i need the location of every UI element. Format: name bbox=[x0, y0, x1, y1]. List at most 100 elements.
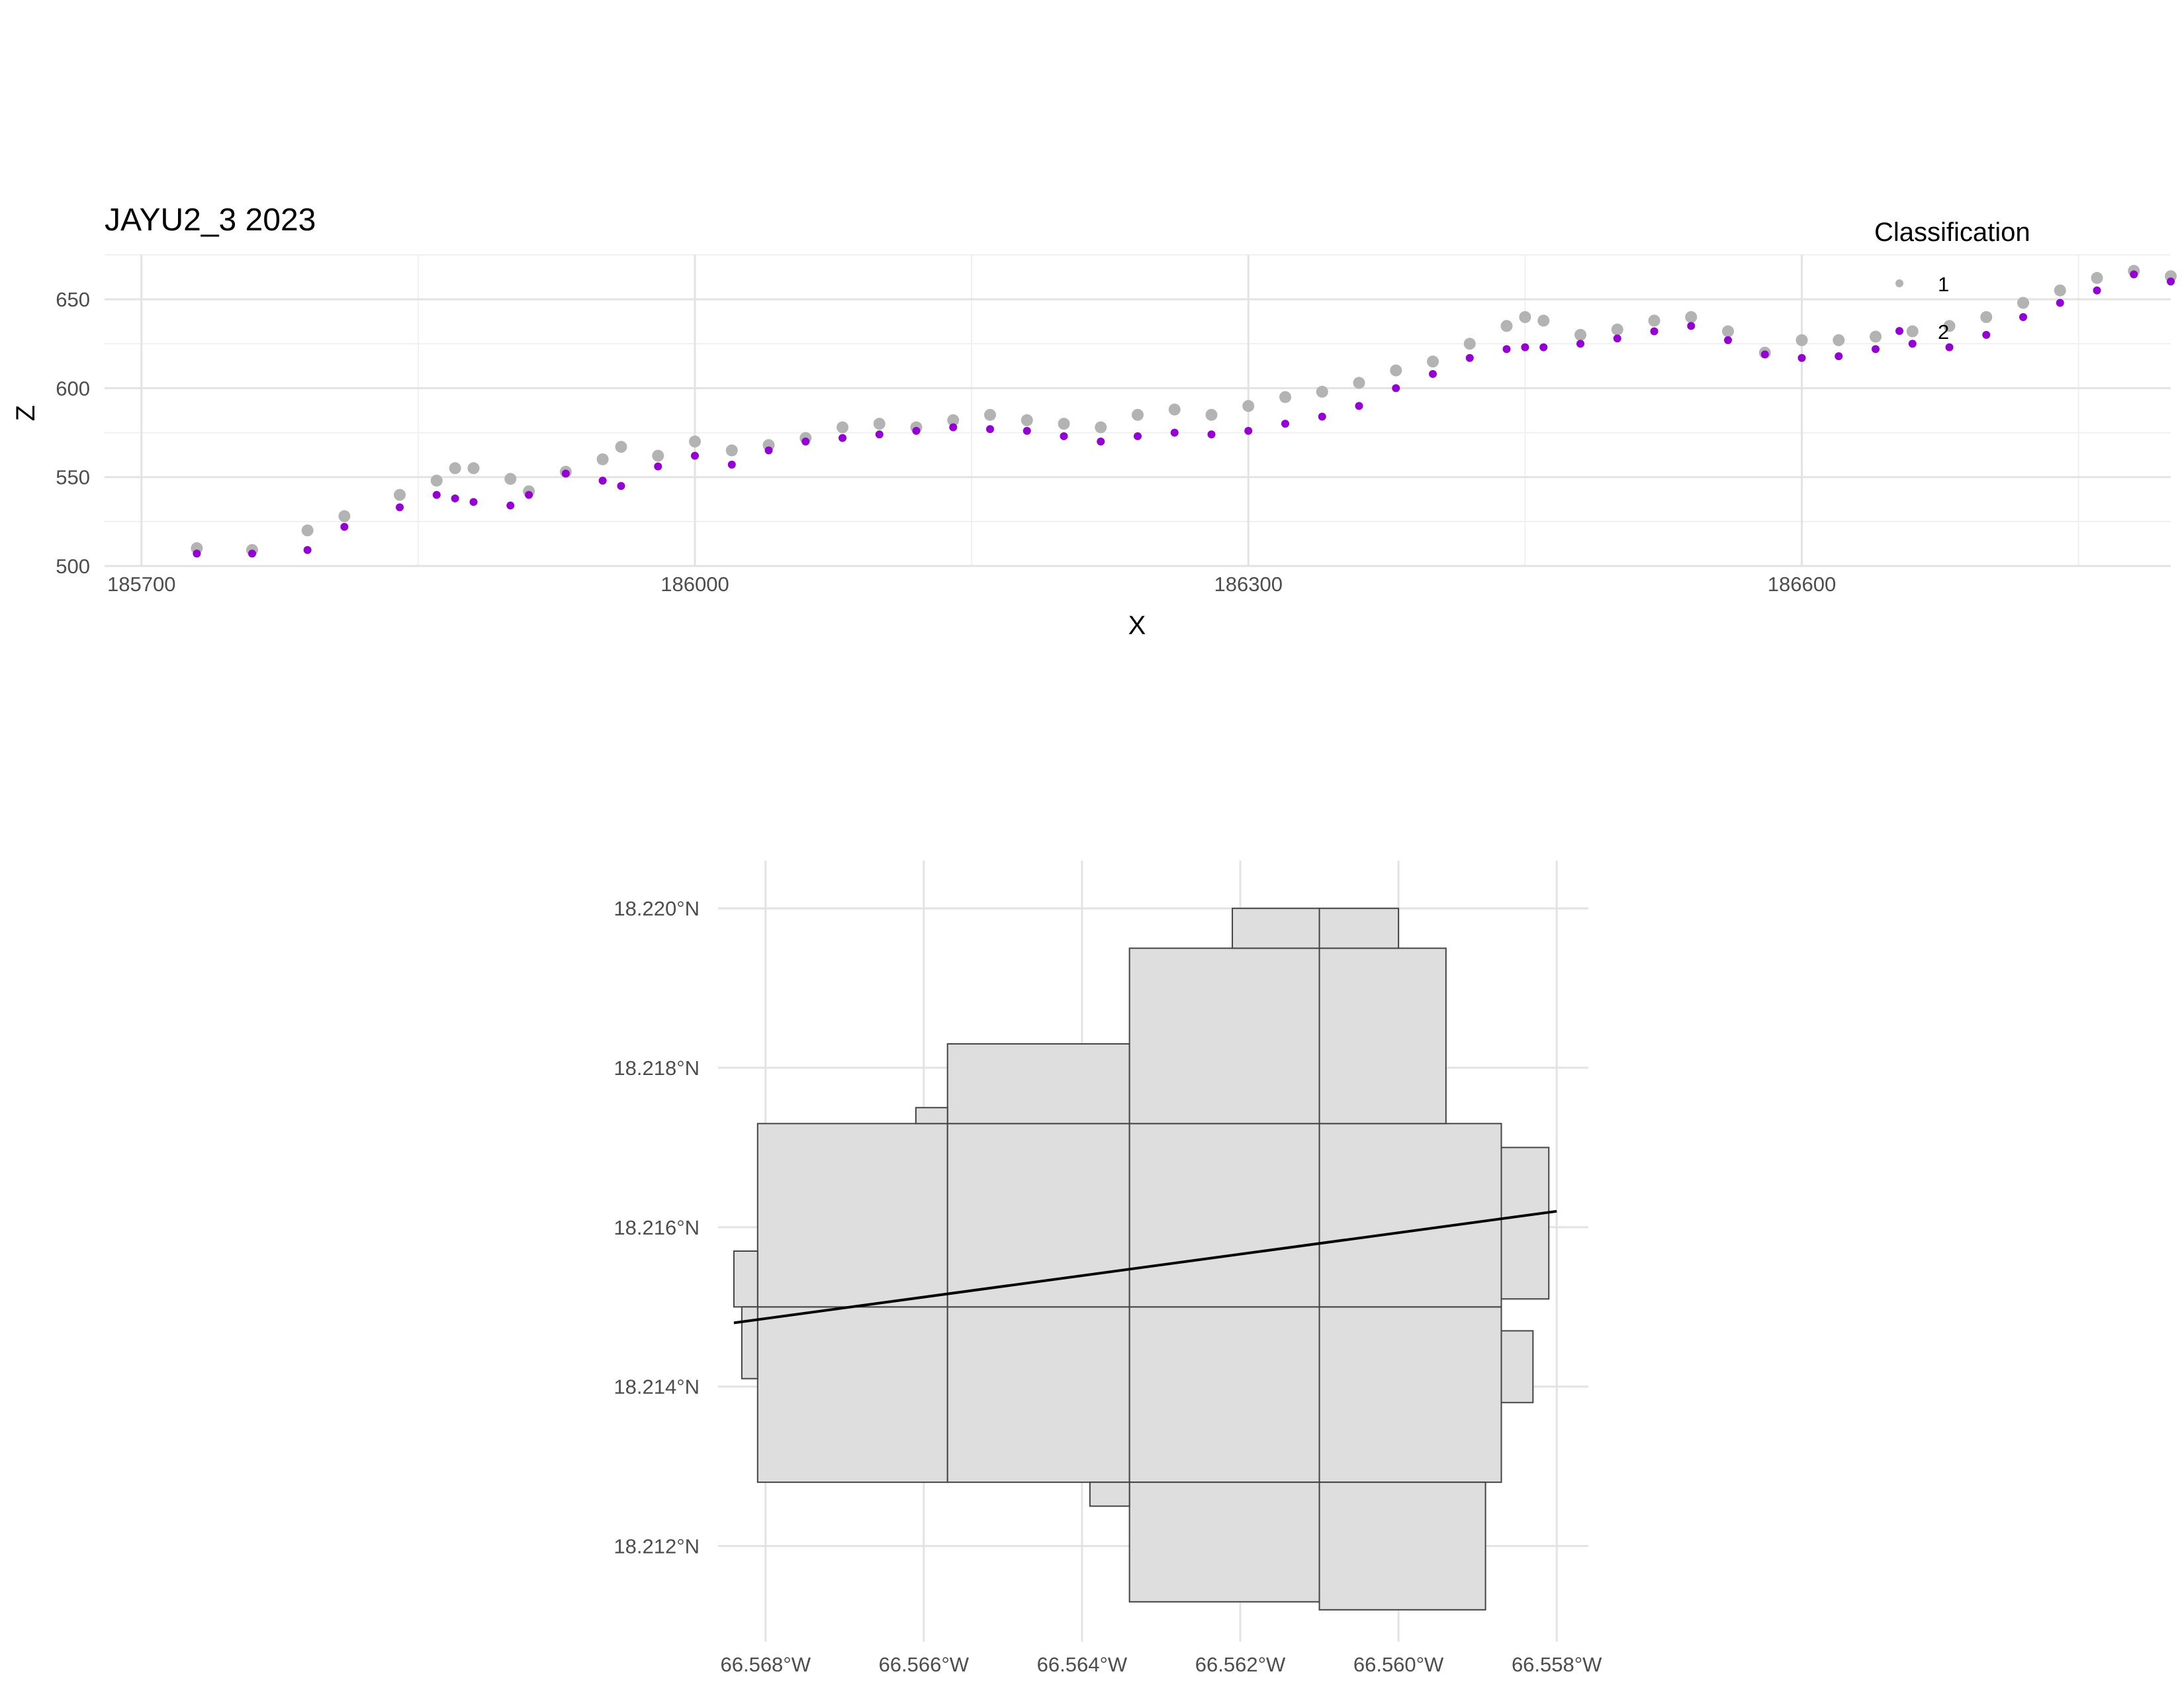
map-tile bbox=[1318, 908, 1400, 949]
profile-y-axis-label: Z bbox=[11, 405, 40, 421]
map-tile bbox=[756, 1306, 948, 1483]
series-1-point bbox=[837, 421, 848, 434]
map-tile bbox=[1318, 1123, 1502, 1308]
series-2-point bbox=[1760, 350, 1769, 359]
series-2-point bbox=[1613, 334, 1621, 343]
map-tile bbox=[741, 1306, 758, 1380]
series-2-point bbox=[2093, 286, 2101, 295]
series-1-point bbox=[1500, 320, 1513, 332]
series-2-point bbox=[2019, 313, 2027, 321]
series-1-point bbox=[689, 436, 701, 447]
legend-label-2: 2 bbox=[1938, 320, 1949, 344]
series-1-point bbox=[1611, 323, 1623, 336]
latitude-tick-label: 18.214°N bbox=[614, 1376, 700, 1399]
series-1-point bbox=[1021, 414, 1033, 426]
series-1-point bbox=[1205, 408, 1218, 421]
legend-key-1 bbox=[1895, 279, 1903, 287]
series-2-point bbox=[193, 549, 201, 558]
series-1-point bbox=[1058, 418, 1070, 430]
map-x-ticks: 66.568°W 66.566°W 66.564°W 66.562°W 66.560°W… bbox=[720, 1653, 1602, 1676]
series-2-point bbox=[1687, 322, 1696, 330]
map-tile bbox=[1128, 1481, 1320, 1603]
series-2-point bbox=[303, 545, 312, 554]
series-1-point bbox=[1168, 403, 1181, 416]
map-tile bbox=[1128, 1123, 1320, 1308]
y-tick-label: 500 bbox=[56, 555, 90, 578]
longitude-tick-label: 66.568°W bbox=[720, 1653, 811, 1676]
series-2-point bbox=[1650, 327, 1659, 336]
profile-title: JAYU2_3 2023 bbox=[105, 203, 316, 238]
series-2-point bbox=[801, 438, 810, 445]
series-2-point bbox=[469, 498, 478, 506]
map-tiles bbox=[733, 908, 1550, 1611]
series-2-point bbox=[691, 451, 699, 460]
y-tick-label: 600 bbox=[56, 377, 90, 400]
series-1-point bbox=[430, 475, 443, 487]
series-1-point bbox=[1833, 334, 1845, 346]
series-1-point bbox=[1796, 334, 1808, 346]
profile-x-ticks: 185700 186000 186300 186600 bbox=[107, 573, 1836, 596]
series-2-point bbox=[2167, 277, 2175, 286]
series-1-points bbox=[191, 265, 2177, 556]
map-tile bbox=[946, 1043, 1130, 1125]
map-tile bbox=[1128, 1306, 1320, 1483]
series-2-point bbox=[839, 434, 846, 442]
series-2-point bbox=[1872, 345, 1880, 353]
series-2-point bbox=[1539, 343, 1548, 352]
legend-label-1: 1 bbox=[1938, 273, 1949, 296]
map-tile bbox=[733, 1250, 758, 1308]
series-2-point bbox=[1023, 426, 1031, 435]
map-tile bbox=[1128, 947, 1320, 1125]
latitude-tick-label: 18.220°N bbox=[614, 897, 700, 920]
series-1-point bbox=[1537, 314, 1550, 327]
series-1-point bbox=[1906, 325, 1919, 338]
series-1-point bbox=[1242, 400, 1255, 412]
series-1-point bbox=[301, 524, 314, 537]
x-tick-label: 186000 bbox=[660, 573, 729, 596]
legend: Classification 1 2 bbox=[1874, 218, 2030, 344]
series-2-point bbox=[506, 501, 515, 510]
series-2-point bbox=[727, 460, 736, 469]
series-2-point bbox=[1724, 336, 1732, 344]
series-1-point bbox=[1095, 421, 1107, 434]
series-1-point bbox=[338, 510, 351, 522]
series-2-point bbox=[598, 477, 607, 485]
profile-y-ticks: 500 550 600 650 bbox=[56, 288, 90, 578]
series-1-point bbox=[1980, 311, 1993, 323]
series-2-point bbox=[248, 549, 256, 558]
series-1-point bbox=[449, 462, 461, 475]
series-1-point bbox=[1519, 311, 1531, 323]
map-y-ticks: 18.212°N 18.214°N 18.216°N 18.218°N 18.220°N bbox=[614, 897, 700, 1558]
map-tile bbox=[946, 1306, 1130, 1483]
series-2-point bbox=[949, 423, 958, 432]
series-2-point bbox=[340, 522, 349, 531]
series-2-point bbox=[1207, 430, 1216, 439]
series-1-point bbox=[1870, 330, 1882, 343]
series-2-point bbox=[1908, 340, 1917, 348]
series-2-point bbox=[1429, 369, 1437, 378]
series-1-point bbox=[1132, 408, 1144, 421]
legend-key-2 bbox=[1895, 327, 1903, 335]
y-tick-label: 550 bbox=[56, 466, 90, 489]
series-2-point bbox=[1060, 432, 1068, 440]
series-1-point bbox=[984, 408, 996, 421]
map-tile bbox=[1500, 1330, 1534, 1403]
series-1-point bbox=[2054, 284, 2066, 297]
latitude-tick-label: 18.216°N bbox=[614, 1216, 700, 1239]
series-2-point bbox=[617, 482, 625, 491]
series-2-point bbox=[764, 446, 773, 455]
series-2-point bbox=[525, 491, 533, 499]
series-2-point bbox=[1465, 353, 1474, 362]
series-2-point bbox=[1576, 340, 1584, 348]
profile-chart: 185700 186000 186300 186600 500 550 600 650 JA… bbox=[11, 203, 2177, 640]
map-chart: 66.568°W 66.566°W 66.564°W 66.562°W 66.560°W… bbox=[614, 861, 1602, 1676]
series-1-point bbox=[873, 418, 886, 430]
x-tick-label: 185700 bbox=[107, 573, 175, 596]
series-1-point bbox=[615, 441, 627, 453]
map-tile bbox=[1089, 1481, 1130, 1507]
series-2-point bbox=[451, 494, 459, 502]
series-1-point bbox=[1685, 311, 1698, 323]
map-tile bbox=[915, 1107, 948, 1125]
series-2-point bbox=[1797, 353, 1806, 362]
